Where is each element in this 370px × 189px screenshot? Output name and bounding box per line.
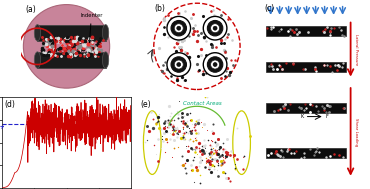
Circle shape bbox=[171, 57, 186, 72]
Text: F: F bbox=[326, 114, 328, 119]
Text: K: K bbox=[301, 114, 304, 119]
Circle shape bbox=[211, 24, 220, 33]
Bar bbox=[266, 62, 346, 72]
Circle shape bbox=[167, 16, 191, 40]
Text: (b): (b) bbox=[154, 4, 165, 13]
Text: Indenter: Indenter bbox=[80, 13, 102, 43]
FancyBboxPatch shape bbox=[37, 25, 105, 41]
Text: Shear Loading: Shear Loading bbox=[354, 118, 357, 146]
Bar bbox=[266, 26, 346, 36]
Ellipse shape bbox=[34, 25, 41, 41]
Bar bbox=[266, 103, 346, 113]
Ellipse shape bbox=[102, 25, 109, 41]
Circle shape bbox=[211, 60, 220, 69]
Ellipse shape bbox=[102, 52, 109, 68]
Text: (d): (d) bbox=[4, 100, 15, 109]
Text: (a): (a) bbox=[26, 5, 36, 14]
Text: (e): (e) bbox=[141, 100, 151, 109]
Circle shape bbox=[171, 20, 186, 36]
Text: Lateral Pressure: Lateral Pressure bbox=[354, 34, 357, 65]
Text: $P_f$: $P_f$ bbox=[0, 126, 3, 136]
Circle shape bbox=[177, 26, 181, 30]
Circle shape bbox=[203, 16, 227, 40]
Text: Contact Areas: Contact Areas bbox=[184, 101, 222, 106]
FancyBboxPatch shape bbox=[37, 52, 105, 68]
Circle shape bbox=[177, 63, 181, 67]
Text: (c): (c) bbox=[265, 4, 275, 13]
Bar bbox=[266, 148, 346, 158]
Ellipse shape bbox=[34, 52, 41, 68]
Circle shape bbox=[207, 57, 223, 72]
Circle shape bbox=[207, 20, 223, 36]
Circle shape bbox=[174, 60, 183, 69]
Circle shape bbox=[213, 26, 217, 30]
Circle shape bbox=[167, 53, 191, 76]
Circle shape bbox=[213, 63, 217, 67]
Circle shape bbox=[203, 53, 227, 76]
Circle shape bbox=[174, 24, 183, 33]
Ellipse shape bbox=[23, 5, 110, 88]
